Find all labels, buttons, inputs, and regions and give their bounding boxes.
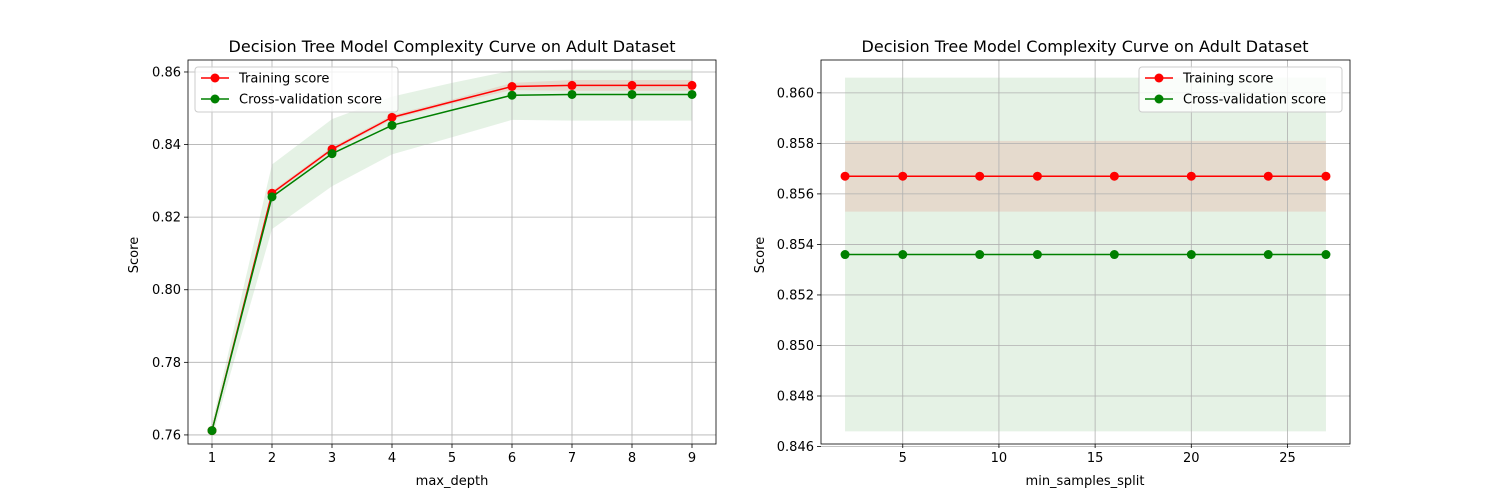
data-point-cross-validation — [1263, 250, 1273, 260]
data-point-training — [567, 80, 577, 90]
x-tick-label: 15 — [1087, 451, 1104, 466]
chart-max-depth: Decision Tree Model Complexity Curve on … — [127, 37, 717, 489]
data-point-cross-validation — [567, 89, 577, 99]
chart-title: Decision Tree Model Complexity Curve on … — [229, 37, 676, 56]
x-tick-label: 5 — [899, 451, 907, 466]
data-point-training — [1321, 171, 1331, 181]
legend-label-training: Training score — [238, 72, 329, 87]
data-point-training — [387, 112, 397, 122]
y-tick-label: 0.84 — [152, 138, 181, 153]
x-tick-label: 25 — [1279, 451, 1296, 466]
data-point-cross-validation — [1109, 250, 1119, 260]
data-point-cross-validation — [1186, 250, 1196, 260]
legend-label-cross-validation: Cross-validation score — [239, 93, 382, 108]
data-point-training — [898, 171, 908, 181]
y-tick-label: 0.82 — [152, 211, 181, 226]
data-point-cross-validation — [898, 250, 908, 260]
data-point-cross-validation — [327, 149, 337, 159]
axes-frame — [820, 59, 1351, 445]
plot-area — [821, 60, 1350, 444]
legend-marker-cross-validation — [210, 94, 220, 104]
data-point-cross-validation — [687, 89, 697, 99]
x-axis-label: max_depth — [416, 474, 489, 489]
y-axis-label: Score — [127, 237, 142, 273]
series-line-training — [211, 84, 692, 431]
data-point-training — [1186, 171, 1196, 181]
data-point-training — [840, 171, 850, 181]
legend-box — [194, 66, 399, 113]
data-point-training — [1032, 171, 1042, 181]
legend: Training score Cross-validation score — [194, 66, 399, 113]
x-tick-label: 20 — [1183, 451, 1200, 466]
data-point-cross-validation — [975, 250, 985, 260]
y-tick-label: 0.860 — [777, 86, 814, 101]
data-point-cross-validation — [267, 192, 277, 202]
legend-marker-training — [1154, 73, 1164, 83]
data-point-training — [975, 171, 985, 181]
legend-marker-cross-validation — [1154, 94, 1164, 104]
x-tick-label: 3 — [328, 451, 336, 466]
y-tick-label: 0.854 — [777, 238, 814, 253]
data-point-cross-validation — [507, 90, 517, 100]
y-tick-label: 0.858 — [777, 137, 814, 152]
x-tick-label: 10 — [991, 451, 1008, 466]
data-point-training — [507, 81, 517, 91]
x-tick-label: 4 — [388, 451, 396, 466]
data-point-cross-validation — [627, 89, 637, 99]
legend-box — [1138, 66, 1343, 113]
data-point-training — [1109, 171, 1119, 181]
y-tick-label: 0.846 — [777, 440, 814, 455]
chart-title: Decision Tree Model Complexity Curve on … — [862, 37, 1309, 56]
y-tick-label: 0.86 — [152, 65, 181, 80]
series-line-cross-validation — [211, 93, 692, 431]
legend-marker-training — [210, 73, 220, 83]
data-point-training — [1263, 171, 1273, 181]
y-tick-label: 0.852 — [777, 288, 814, 303]
y-axis-label: Score — [753, 237, 768, 273]
data-point-cross-validation — [840, 250, 850, 260]
data-point-training — [627, 80, 637, 90]
data-point-cross-validation — [1321, 250, 1331, 260]
y-tick-label: 0.848 — [777, 390, 814, 405]
y-tick-label: 0.76 — [152, 428, 181, 443]
data-point-cross-validation — [387, 120, 397, 130]
x-tick-label: 6 — [508, 451, 516, 466]
legend: Training score Cross-validation score — [1138, 66, 1343, 113]
x-tick-label: 8 — [628, 451, 636, 466]
legend-label-cross-validation: Cross-validation score — [1183, 93, 1326, 108]
data-point-training — [687, 80, 697, 90]
y-tick-label: 0.80 — [152, 283, 181, 298]
x-tick-label: 5 — [448, 451, 456, 466]
legend-label-training: Training score — [1182, 72, 1273, 87]
x-tick-label: 7 — [568, 451, 576, 466]
x-tick-label: 1 — [208, 451, 216, 466]
y-tick-label: 0.856 — [777, 187, 814, 202]
x-tick-label: 9 — [688, 451, 696, 466]
x-axis-label: min_samples_split — [1026, 474, 1145, 489]
y-tick-label: 0.850 — [777, 339, 814, 354]
chart-min-samples-split: Decision Tree Model Complexity Curve on … — [753, 37, 1351, 489]
x-tick-label: 2 — [268, 451, 276, 466]
y-tick-label: 0.78 — [152, 356, 181, 371]
data-point-cross-validation — [1032, 250, 1042, 260]
data-point-cross-validation — [207, 426, 217, 436]
